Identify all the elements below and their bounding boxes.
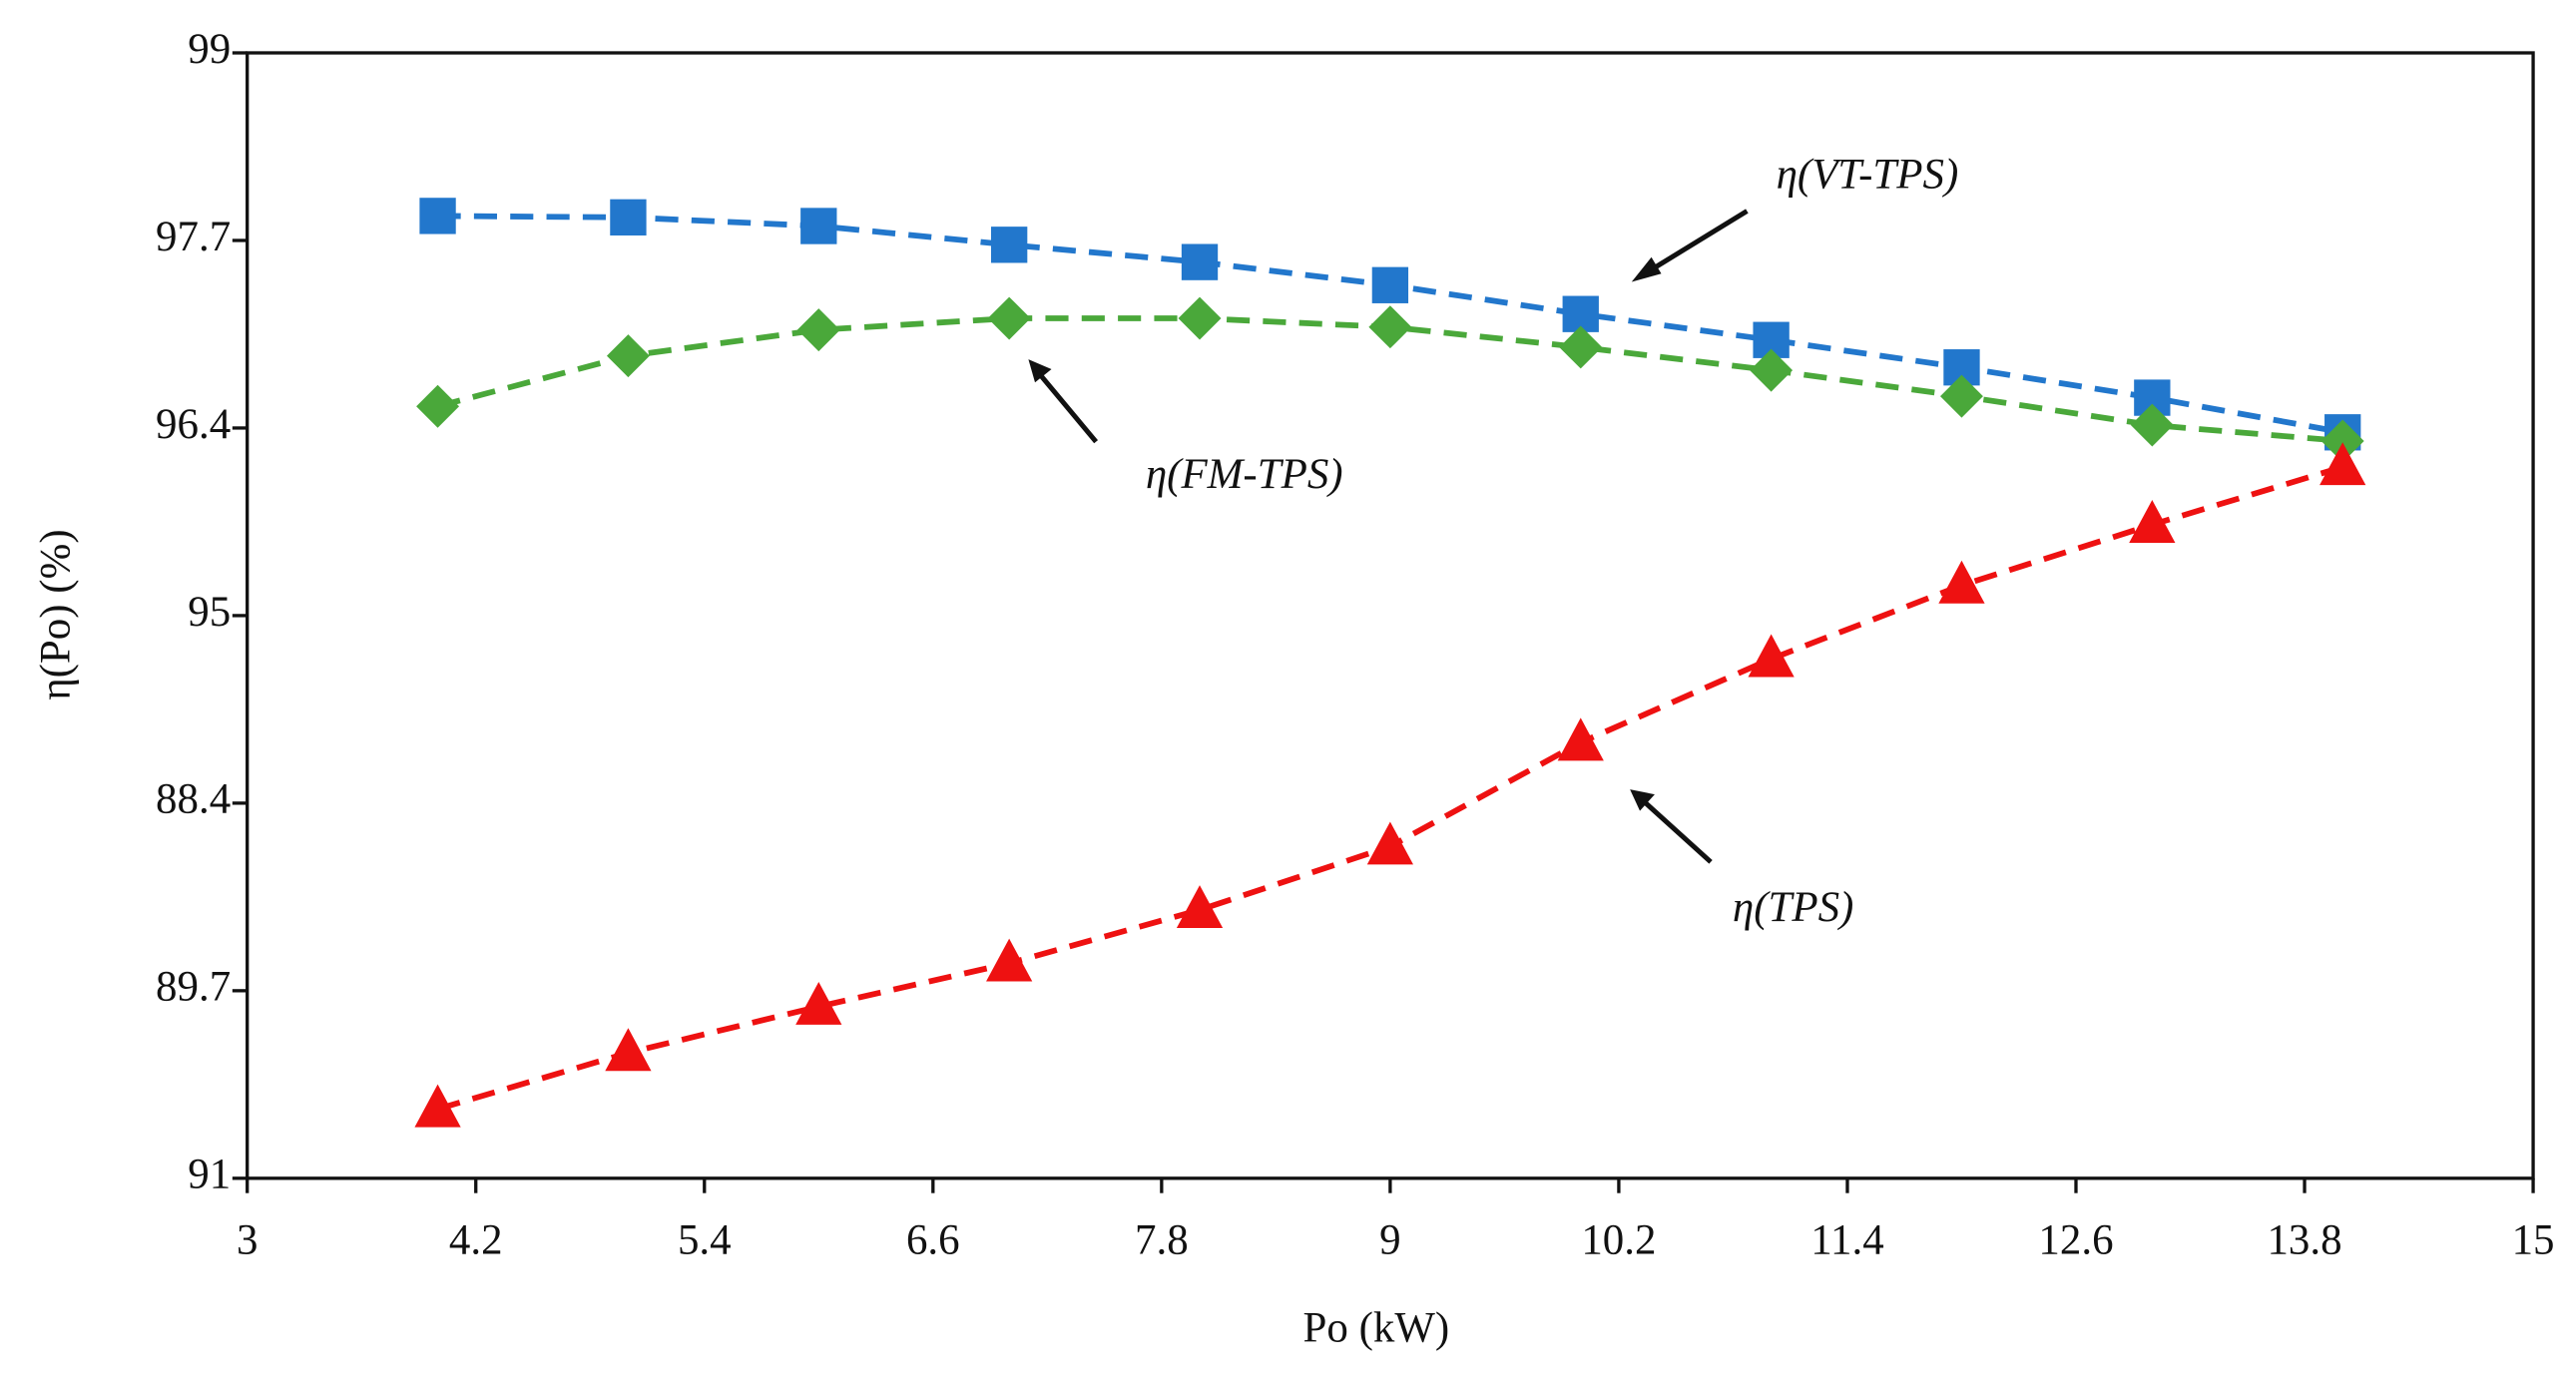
marker: [1940, 374, 1983, 418]
plot-frame: [246, 51, 2535, 1180]
marker: [1368, 305, 1412, 349]
marker: [987, 296, 1031, 340]
arrow-head: [1028, 359, 1052, 383]
x-tick-label: 9: [1379, 1217, 1400, 1264]
marker: [795, 981, 842, 1025]
marker: [1176, 885, 1224, 929]
marker: [610, 199, 647, 235]
marker: [2320, 419, 2364, 463]
series-line: [436, 464, 2344, 1113]
marker: [416, 384, 460, 428]
x-tick-label: 12.6: [2038, 1217, 2113, 1264]
y-tick-label: 99: [188, 26, 231, 73]
x-tick-label: 5.4: [678, 1217, 732, 1264]
marker: [800, 208, 837, 244]
x-tick-label: 11.4: [1810, 1217, 1884, 1264]
y-tick-label: 89.7: [156, 964, 231, 1011]
x-tick-label: 7.8: [1135, 1217, 1189, 1264]
x-tick-label: 15: [2512, 1217, 2555, 1264]
arrow-head: [1630, 789, 1655, 811]
x-axis-label: Po (kW): [1303, 1304, 1450, 1351]
marker: [606, 334, 650, 378]
annotation-arrow: [1643, 209, 1749, 276]
marker: [419, 198, 456, 234]
marker: [796, 308, 840, 352]
marker: [1938, 560, 1985, 604]
series-label: η(TPS): [1733, 884, 1853, 931]
marker: [1557, 717, 1604, 761]
y-tick-label: 96.4: [156, 401, 231, 448]
y-tick-label: 88.4: [156, 776, 231, 823]
marker: [1748, 634, 1795, 678]
y-axis-label: η(Po) (%): [32, 529, 79, 699]
y-tick-label: 91: [188, 1152, 231, 1198]
marker: [1181, 243, 1219, 280]
marker: [990, 227, 1028, 263]
annotation-arrow: [1036, 370, 1099, 444]
x-tick-label: 3: [237, 1217, 258, 1264]
y-tick-label: 97.7: [156, 214, 231, 260]
x-tick-label: 6.6: [906, 1217, 960, 1264]
marker: [1559, 325, 1603, 369]
marker: [2319, 442, 2366, 486]
marker: [2130, 403, 2174, 447]
x-tick-label: 13.8: [2267, 1217, 2341, 1264]
annotation-arrow: [1640, 797, 1713, 864]
marker: [414, 1084, 461, 1128]
marker: [1178, 296, 1222, 340]
series-label: η(FM-TPS): [1146, 451, 1343, 498]
marker: [1371, 266, 1409, 303]
marker: [2129, 500, 2176, 543]
x-tick-label: 4.2: [449, 1217, 503, 1264]
marker: [1366, 821, 1413, 865]
arrow-head: [1631, 256, 1662, 282]
series-label: η(VT-TPS): [1777, 151, 1959, 198]
marker: [986, 938, 1033, 982]
x-tick-label: 10.2: [1581, 1217, 1656, 1264]
marker: [605, 1028, 652, 1072]
y-tick-label: 95: [188, 589, 231, 636]
